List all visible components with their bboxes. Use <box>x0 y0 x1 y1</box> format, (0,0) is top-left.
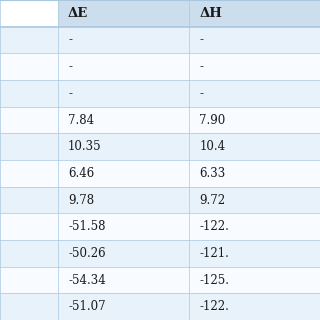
Bar <box>58 53 189 80</box>
Text: -: - <box>199 34 203 46</box>
Bar <box>58 187 189 213</box>
Text: ΔE: ΔE <box>68 7 88 20</box>
Bar <box>0 240 58 267</box>
Bar <box>0 0 58 27</box>
Text: 9.72: 9.72 <box>199 194 225 206</box>
Bar <box>0 213 58 240</box>
Bar <box>58 107 189 133</box>
Text: -: - <box>199 60 203 73</box>
Bar <box>58 160 189 187</box>
Bar <box>58 293 189 320</box>
Text: 10.4: 10.4 <box>199 140 225 153</box>
Text: -54.34: -54.34 <box>68 274 106 286</box>
Text: -122.: -122. <box>199 220 229 233</box>
Bar <box>58 0 189 27</box>
Bar <box>189 240 320 267</box>
Bar <box>0 160 58 187</box>
Text: 7.90: 7.90 <box>199 114 226 126</box>
Text: 10.35: 10.35 <box>68 140 102 153</box>
Bar <box>0 187 58 213</box>
Bar <box>58 213 189 240</box>
Bar <box>189 53 320 80</box>
Bar <box>189 187 320 213</box>
Text: -122.: -122. <box>199 300 229 313</box>
Text: -: - <box>68 87 72 100</box>
Bar <box>0 53 58 80</box>
Text: 9.78: 9.78 <box>68 194 94 206</box>
Text: -50.26: -50.26 <box>68 247 106 260</box>
Bar <box>189 213 320 240</box>
Bar <box>0 80 58 107</box>
Bar <box>58 267 189 293</box>
Bar <box>189 107 320 133</box>
Text: 7.84: 7.84 <box>68 114 94 126</box>
Bar <box>0 293 58 320</box>
Text: 6.33: 6.33 <box>199 167 226 180</box>
Bar <box>58 80 189 107</box>
Text: -: - <box>199 87 203 100</box>
Bar <box>0 267 58 293</box>
Text: -125.: -125. <box>199 274 229 286</box>
Bar <box>0 107 58 133</box>
Bar <box>0 27 58 53</box>
Text: -: - <box>68 34 72 46</box>
Bar <box>189 133 320 160</box>
Bar <box>189 267 320 293</box>
Text: -51.58: -51.58 <box>68 220 106 233</box>
Bar <box>58 133 189 160</box>
Bar <box>189 80 320 107</box>
Bar <box>0 133 58 160</box>
Bar <box>58 240 189 267</box>
Bar <box>189 0 320 27</box>
Text: -51.07: -51.07 <box>68 300 106 313</box>
Bar <box>189 293 320 320</box>
Text: -121.: -121. <box>199 247 229 260</box>
Text: ΔH: ΔH <box>199 7 222 20</box>
Bar <box>58 27 189 53</box>
Bar <box>189 160 320 187</box>
Bar <box>189 27 320 53</box>
Text: -: - <box>68 60 72 73</box>
Text: 6.46: 6.46 <box>68 167 94 180</box>
